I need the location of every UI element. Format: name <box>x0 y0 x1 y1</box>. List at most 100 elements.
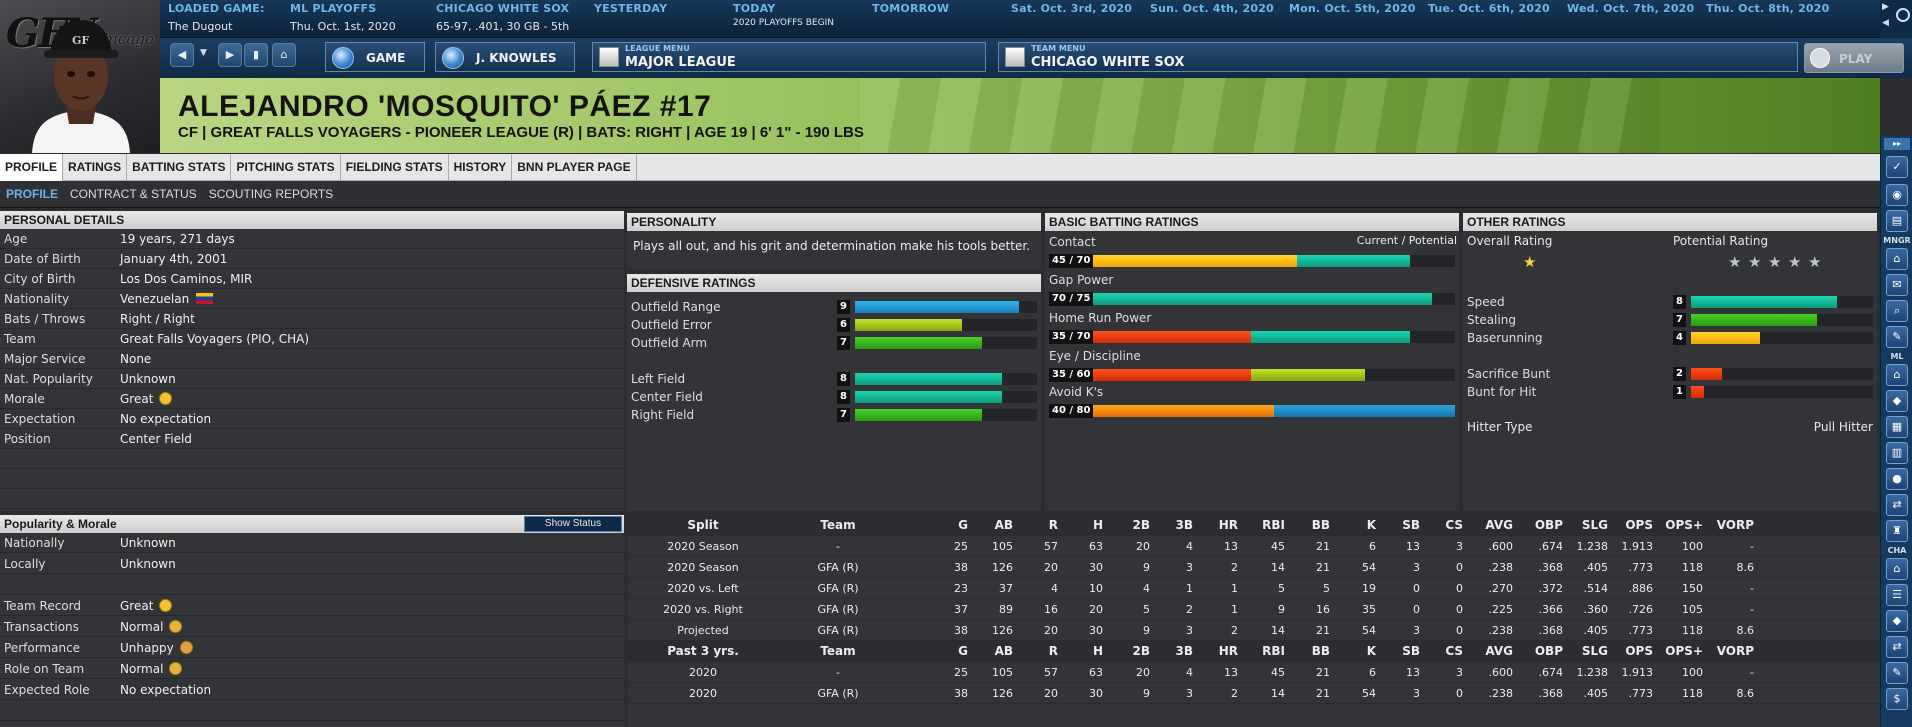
day-link[interactable]: Tue. Oct. 6th, 2020 <box>1428 2 1550 15</box>
wrench-icon[interactable]: ✎ <box>1886 662 1908 684</box>
detail-value-text: Unknown <box>120 372 176 386</box>
rating-value: 40 / 80 <box>1049 404 1094 418</box>
rating-bar <box>1691 296 1873 308</box>
stat-cell: 63 <box>1089 540 1103 553</box>
home-button[interactable]: ⌂ <box>272 43 296 67</box>
stats-row[interactable]: 2020 vs. Right GFA (R) 37 89 16 20 5 2 1 9 16 35 0 0.… <box>628 599 1880 620</box>
diamond-icon[interactable]: ◆ <box>1886 390 1908 412</box>
stat-cell: .405 <box>1583 624 1609 637</box>
subtab-contract-status[interactable]: CONTRACT & STATUS <box>70 187 197 201</box>
play-button[interactable]: PLAY <box>1804 43 1904 73</box>
tab-bnn-player-page[interactable]: BNN PLAYER PAGE <box>512 154 637 181</box>
star-icon: ★ <box>1788 253 1802 271</box>
team-menu-button[interactable]: TEAM MENU CHICAGO WHITE SOX <box>998 42 1798 72</box>
stat-cell: 57 <box>1044 666 1058 679</box>
popularity-morale-panel: Popularity & Morale Show Status National… <box>0 515 624 727</box>
stat-cell: 100 <box>1682 540 1703 553</box>
stat-cell: .225 <box>1488 603 1514 616</box>
stat-cell: 21 <box>1316 666 1330 679</box>
yesterday-link[interactable]: YESTERDAY <box>594 2 668 15</box>
detail-value-text: Center Field <box>120 432 192 446</box>
home-icon[interactable]: ⌂ <box>1886 558 1908 580</box>
day-link[interactable]: Thu. Oct. 8th, 2020 <box>1706 2 1830 15</box>
popularity-value-text: Normal <box>120 620 164 634</box>
stats-row[interactable]: 2020 Season GFA (R) 38 126 20 30 9 3 2 14 21 54 3 0.2… <box>628 557 1880 578</box>
stats-row[interactable]: 2020 - 25 105 57 63 20 4 13 45 21 6 13 3 .600 .674 1.238… <box>628 662 1880 683</box>
home-icon <box>442 47 464 69</box>
bar-chart-icon[interactable]: ▥ <box>1886 442 1908 464</box>
expand-sidebar-icon[interactable]: ▸▸ <box>1884 138 1910 150</box>
subtab-profile[interactable]: PROFILE <box>6 187 59 201</box>
tab-batting-stats[interactable]: BATTING STATS <box>127 154 232 181</box>
rating-label: Home Run Power <box>1049 311 1152 325</box>
bookmark-button[interactable]: ▮ <box>244 43 268 67</box>
show-status-button[interactable]: Show Status <box>524 516 622 532</box>
scroll-left-icon[interactable]: ◀ <box>1882 18 1889 28</box>
checkmark-icon[interactable]: ✓ <box>1886 156 1908 178</box>
defensive-rating-row: Right Field 7 <box>627 406 1041 424</box>
back-button[interactable]: ◀ <box>170 43 194 67</box>
batting-rating-label-row: Eye / Discipline <box>1045 347 1459 365</box>
ml-playoffs-date[interactable]: ML PLAYOFFS Thu. Oct. 1st, 2020 <box>290 2 396 33</box>
rating-value: 35 / 60 <box>1049 368 1094 382</box>
home-icon[interactable]: ⌂ <box>1886 248 1908 270</box>
day-link[interactable]: Sun. Oct. 4th, 2020 <box>1150 2 1274 15</box>
stats-row[interactable]: 2020 vs. Left GFA (R) 23 37 4 10 4 1 1 5 5 19 0 0 .270… <box>628 578 1880 599</box>
detail-value: No expectation <box>120 409 211 429</box>
stats-row[interactable]: Projected GFA (R) 38 126 20 30 9 3 2 14 21 54 3 0.238… <box>628 620 1880 641</box>
baseball-icon[interactable]: ● <box>1886 468 1908 490</box>
stat-cell: 0 <box>1456 603 1463 616</box>
rating-value: 7 <box>837 408 850 422</box>
detail-value-text: No expectation <box>120 412 212 426</box>
stat-cell: 2 <box>1231 624 1238 637</box>
today-link[interactable]: TODAY 2020 PLAYOFFS BEGIN <box>733 2 834 28</box>
transactions-icon[interactable]: ⇄ <box>1886 636 1908 658</box>
scroll-right-icon[interactable]: ▶ <box>1882 2 1889 12</box>
globe-icon[interactable]: ◉ <box>1886 184 1908 206</box>
diamond-icon[interactable]: ◆ <box>1886 610 1908 632</box>
wrench-icon[interactable]: ✎ <box>1886 326 1908 348</box>
personality-text: Plays all out, and his grit and determin… <box>633 239 1030 253</box>
loaded-game[interactable]: LOADED GAME: The Dugout <box>168 2 265 33</box>
book-icon[interactable]: ▤ <box>1886 210 1908 232</box>
detail-row: Bats / Throws Right / Right <box>0 309 624 329</box>
popularity-value-text: Normal <box>120 662 164 676</box>
globe-icon <box>332 47 354 69</box>
stats-row[interactable]: 2020 GFA (R) 38 126 20 30 9 3 2 14 21 54 3 0.238.368.… <box>628 683 1880 704</box>
home-icon[interactable]: ⌂ <box>1886 364 1908 386</box>
panel-title: OTHER RATINGS <box>1463 213 1877 231</box>
tomorrow-link[interactable]: TOMORROW <box>872 2 950 15</box>
stat-cell: .600 <box>1488 540 1514 553</box>
team-record[interactable]: CHICAGO WHITE SOX 65-97, .401, 30 GB - 5… <box>436 2 570 33</box>
forward-button[interactable]: ▶ <box>218 43 242 67</box>
day-link[interactable]: Mon. Oct. 5th, 2020 <box>1289 2 1416 15</box>
search-icon[interactable]: ⌕ <box>1886 300 1908 322</box>
day-link[interactable]: Sat. Oct. 3rd, 2020 <box>1011 2 1133 15</box>
tab-ratings[interactable]: RATINGS <box>63 154 128 181</box>
stats-row[interactable]: 2020 Season - 25 105 57 63 20 4 13 45 21 6 13 3 .600 .6… <box>628 536 1880 557</box>
popularity-value: Normal <box>120 617 183 637</box>
manager-menu-button[interactable]: J. KNOWLES <box>435 42 575 72</box>
tab-fielding-stats[interactable]: FIELDING STATS <box>341 154 449 181</box>
stat-cell: 25 <box>954 666 968 679</box>
tab-pitching-stats[interactable]: PITCHING STATS <box>231 154 341 181</box>
league-menu-button[interactable]: LEAGUE MENU MAJOR LEAGUE <box>592 42 986 72</box>
calendar-icon[interactable]: ▦ <box>1886 416 1908 438</box>
transactions-icon[interactable]: ⇄ <box>1886 494 1908 516</box>
history-dropdown-icon[interactable]: ▼ <box>200 48 207 58</box>
other-ratings-panel: OTHER RATINGS Overall Rating Potential R… <box>1463 213 1877 511</box>
tab-history[interactable]: HISTORY <box>449 154 513 181</box>
finances-icon[interactable]: $ <box>1886 688 1908 710</box>
stat-cell: 1 <box>1186 582 1193 595</box>
trophy-icon[interactable]: ♜ <box>1886 520 1908 542</box>
mail-icon[interactable]: ✉ <box>1886 274 1908 296</box>
day-link[interactable]: Wed. Oct. 7th, 2020 <box>1567 2 1695 15</box>
search-icon[interactable] <box>1896 8 1910 22</box>
roster-icon[interactable]: ☰ <box>1886 584 1908 606</box>
tab-profile[interactable]: PROFILE <box>0 154 64 181</box>
game-menu-button[interactable]: GAME <box>325 42 425 72</box>
panel-title: PERSONALITY <box>627 213 1041 231</box>
rating-label: Contact <box>1049 235 1096 249</box>
popularity-label: Expected Role <box>4 683 90 697</box>
subtab-scouting-reports[interactable]: SCOUTING REPORTS <box>208 187 334 201</box>
